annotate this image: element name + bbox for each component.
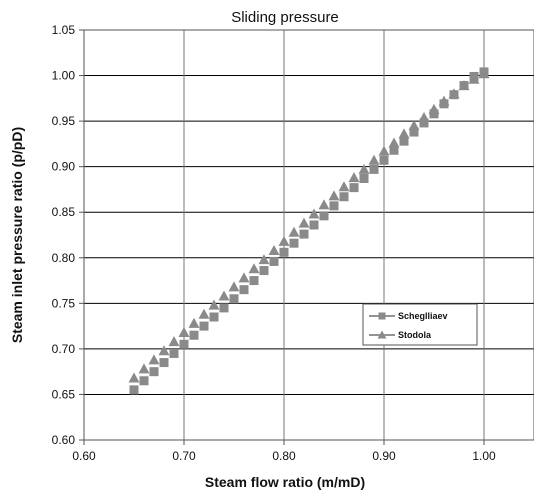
x-tick-label: 0.60 [72, 449, 96, 463]
point-stodola [208, 299, 220, 310]
point-stodola [258, 254, 270, 265]
y-tick-label: 0.60 [52, 433, 76, 447]
x-axis-ticks: 0.60 0.70 0.80 0.90 1.00 [72, 440, 496, 463]
point-scheglliaev [439, 99, 449, 109]
point-scheglliaev [459, 81, 469, 91]
point-stodola [198, 308, 210, 319]
point-stodola [158, 345, 170, 356]
point-stodola [358, 163, 370, 174]
point-stodola [378, 145, 390, 156]
point-scheglliaev [269, 256, 279, 266]
point-scheglliaev [219, 303, 229, 313]
point-stodola [288, 226, 300, 237]
point-stodola [238, 272, 250, 283]
point-scheglliaev [249, 276, 259, 286]
y-tick-label: 0.95 [52, 114, 76, 128]
y-axis-ticks: 0.60 0.65 0.70 0.75 0.80 0.85 0.90 0.95 1.00 1.05 [52, 23, 84, 447]
point-stodola [308, 208, 320, 219]
y-tick-label: 0.85 [52, 205, 76, 219]
point-stodola [248, 263, 260, 274]
y-tick-label: 0.75 [52, 296, 76, 310]
point-stodola [138, 363, 150, 374]
point-scheglliaev [189, 330, 199, 340]
y-tick-label: 0.90 [52, 160, 76, 174]
point-scheglliaev [319, 211, 329, 221]
point-scheglliaev [299, 229, 309, 239]
point-scheglliaev [349, 183, 359, 193]
x-tick-label: 0.70 [172, 449, 196, 463]
point-scheglliaev [199, 321, 209, 331]
point-stodola [148, 354, 160, 365]
legend: Scheglliaev Stodola [362, 303, 478, 346]
point-scheglliaev [229, 294, 239, 304]
plot-area-border [83, 29, 534, 441]
point-stodola [298, 217, 310, 228]
point-scheglliaev [409, 127, 419, 137]
y-tick-label: 0.70 [52, 342, 76, 356]
y-tick-label: 1.00 [52, 69, 76, 83]
legend-label-stodola: Stodola [398, 330, 432, 340]
point-scheglliaev [289, 238, 299, 248]
point-stodola [368, 154, 380, 165]
point-scheglliaev [159, 358, 169, 368]
point-stodola [228, 281, 240, 292]
point-scheglliaev [359, 174, 369, 184]
point-stodola [128, 372, 140, 383]
point-scheglliaev [429, 109, 439, 119]
point-scheglliaev [339, 192, 349, 202]
point-scheglliaev [329, 201, 339, 211]
x-axis-label: Steam flow ratio (m/mD) [205, 474, 365, 490]
x-tick-label: 0.90 [372, 449, 396, 463]
point-scheglliaev [399, 136, 409, 146]
point-stodola [168, 336, 180, 347]
point-stodola [188, 317, 200, 328]
point-scheglliaev [469, 71, 479, 81]
x-tick-label: 0.80 [272, 449, 296, 463]
point-scheglliaev [479, 67, 489, 77]
point-scheglliaev [149, 367, 159, 377]
point-scheglliaev [169, 348, 179, 358]
point-scheglliaev [449, 90, 459, 100]
y-tick-label: 0.80 [52, 251, 76, 265]
point-scheglliaev [239, 285, 249, 295]
legend-marker-scheglliaev [378, 312, 386, 320]
point-scheglliaev [209, 312, 219, 322]
point-scheglliaev [309, 220, 319, 230]
point-stodola [388, 137, 400, 148]
point-stodola [398, 128, 410, 139]
point-stodola [218, 290, 230, 301]
point-scheglliaev [389, 145, 399, 155]
y-tick-label: 0.65 [52, 387, 76, 401]
point-scheglliaev [179, 339, 189, 349]
series-layer [128, 67, 490, 395]
point-scheglliaev [369, 164, 379, 174]
point-scheglliaev [419, 118, 429, 128]
point-stodola [178, 326, 190, 337]
y-axis-label: Steam inlet pressure ratio (p/pD) [9, 127, 25, 343]
y-tick-label: 1.05 [52, 23, 76, 37]
point-scheglliaev [139, 376, 149, 386]
legend-marker-stodola [377, 330, 387, 339]
point-stodola [328, 190, 340, 201]
legend-label-scheglliaev: Scheglliaev [398, 311, 448, 321]
x-tick-label: 1.00 [472, 449, 496, 463]
point-scheglliaev [379, 155, 389, 165]
point-stodola [268, 244, 280, 255]
point-stodola [318, 199, 330, 210]
point-stodola [348, 172, 360, 183]
point-scheglliaev [259, 266, 269, 276]
chart-title: Sliding pressure [231, 9, 339, 26]
point-scheglliaev [279, 247, 289, 257]
point-stodola [278, 235, 290, 246]
point-scheglliaev [129, 385, 139, 395]
point-stodola [338, 181, 350, 192]
